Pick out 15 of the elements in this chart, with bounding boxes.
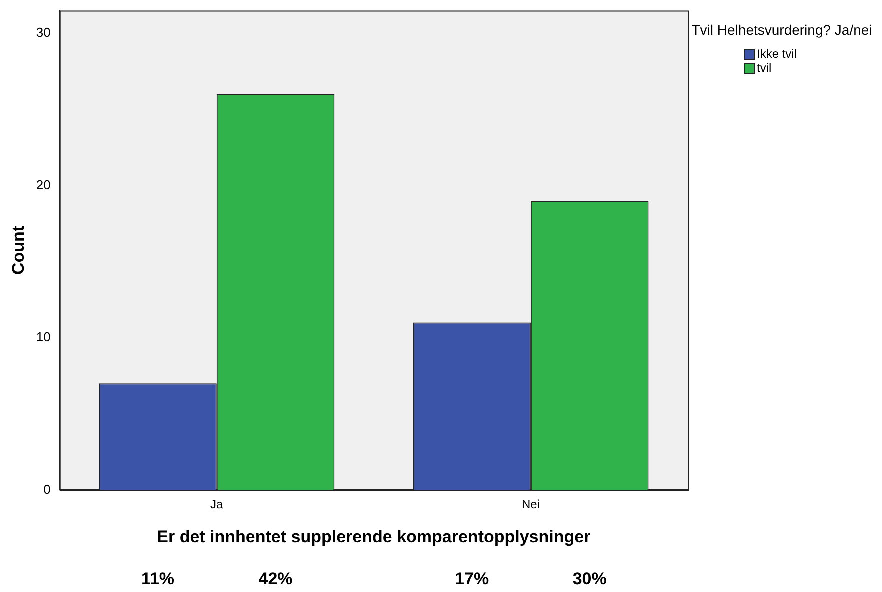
y-axis-title: Count xyxy=(8,226,28,276)
legend-title: Tvil Helhetsvurdering? Ja/nei xyxy=(690,22,874,39)
text: 30% xyxy=(572,570,607,589)
x-tick-label: Ja xyxy=(210,498,224,512)
x-tick-label: Nei xyxy=(522,498,540,512)
text: 11% xyxy=(141,570,175,589)
legend-label: tvil xyxy=(757,61,772,75)
y-tick-label: 20 xyxy=(36,177,51,192)
y-tick-label: 30 xyxy=(36,25,51,40)
text: 17% xyxy=(455,570,490,589)
legend-label: Ikke tvil xyxy=(757,47,798,61)
y-tick-label: 0 xyxy=(44,482,51,497)
y-tick-label: 10 xyxy=(36,330,51,345)
text: 42% xyxy=(258,570,293,589)
x-axis-title: Er det innhentet supplerende komparentopplysninger xyxy=(157,527,592,546)
